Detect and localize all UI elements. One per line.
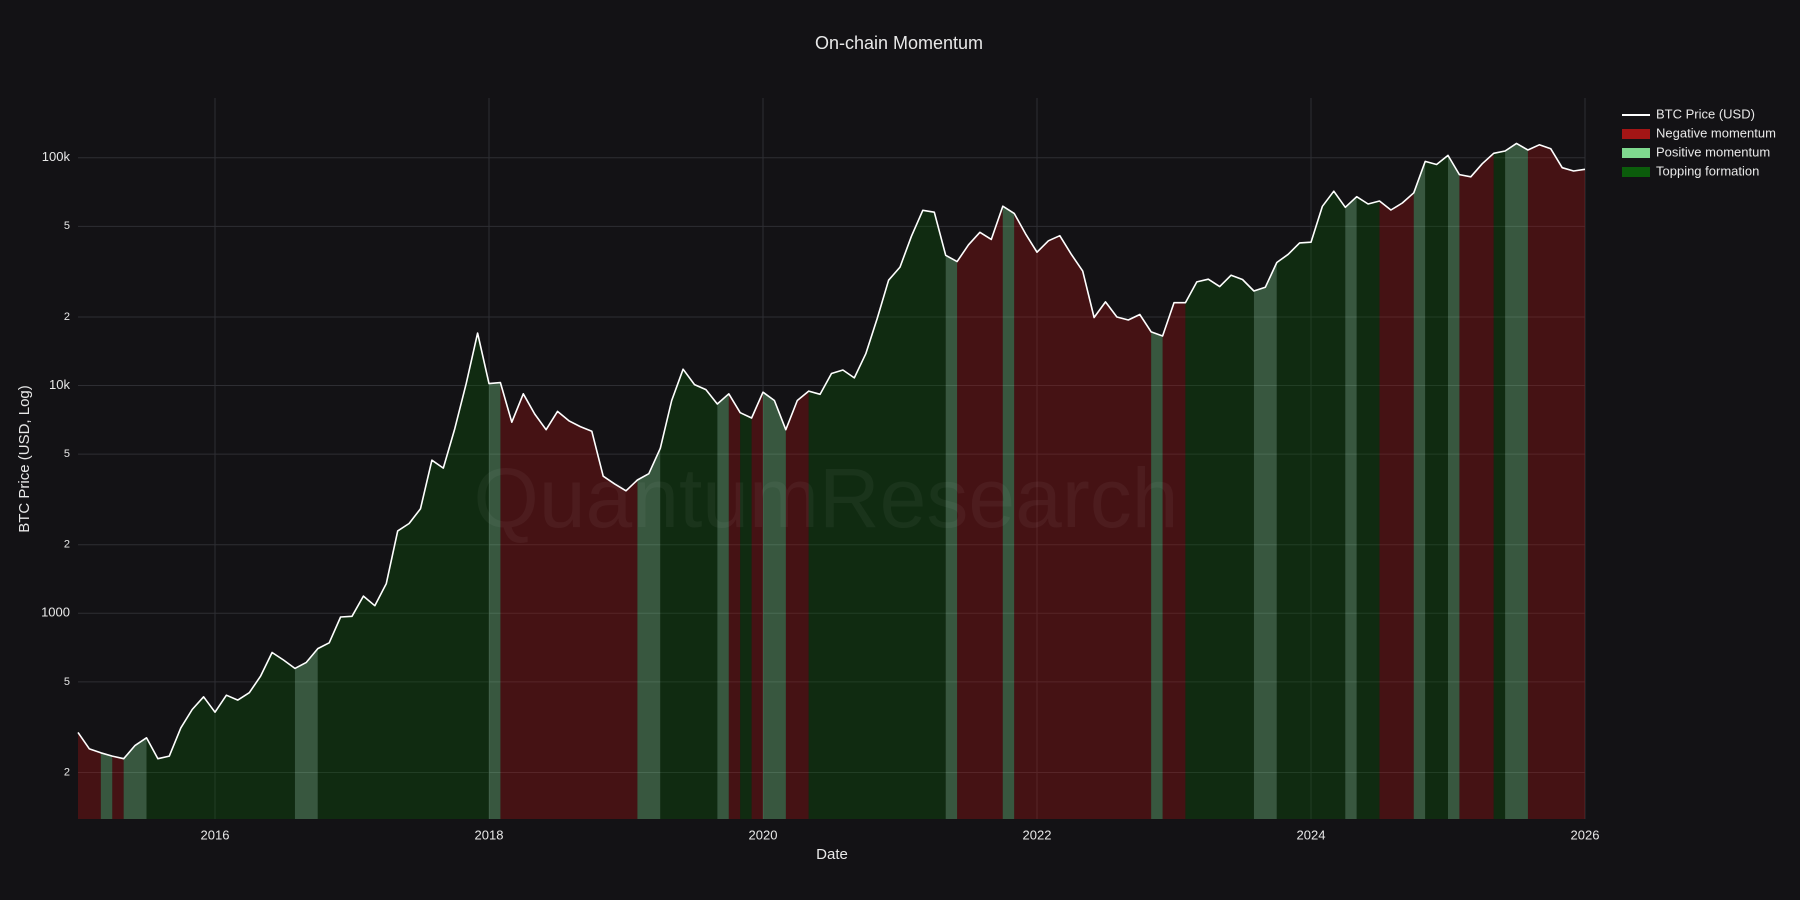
regime-band xyxy=(1527,143,1585,819)
regime-band xyxy=(1345,143,1357,819)
regime-band xyxy=(1459,143,1494,819)
y-tick-label: 2 xyxy=(64,766,70,778)
regime-band xyxy=(1413,143,1426,819)
y-tick-label: 2 xyxy=(64,311,70,323)
regime-band xyxy=(112,143,124,819)
regime-band xyxy=(1425,143,1448,819)
chart-title: On-chain Momentum xyxy=(815,33,983,53)
legend-label: Negative momentum xyxy=(1656,125,1776,140)
legend-swatch xyxy=(1622,148,1650,158)
regime-band xyxy=(1356,143,1380,819)
x-tick-label: 2026 xyxy=(1571,827,1600,842)
y-tick-label: 1000 xyxy=(41,605,70,620)
price-line xyxy=(77,142,1586,760)
regime-band xyxy=(317,143,489,819)
regime-band xyxy=(957,143,1003,819)
regime-band xyxy=(1448,143,1460,819)
regime-band xyxy=(1379,143,1414,819)
regime-band xyxy=(123,143,147,819)
regime-band xyxy=(1185,143,1254,819)
y-tick-label: 100k xyxy=(42,149,71,164)
regime-band xyxy=(146,143,295,819)
y-tick-label: 5 xyxy=(64,676,70,688)
regime-band xyxy=(1151,143,1163,819)
regime-band xyxy=(100,143,113,819)
y-axis-label: BTC Price (USD, Log) xyxy=(16,385,33,533)
regime-band xyxy=(751,143,763,819)
y-tick-label: 10k xyxy=(49,377,70,392)
watermark: QuantumResearch xyxy=(473,451,1178,545)
legend-label: BTC Price (USD) xyxy=(1656,106,1755,121)
legend-label: Positive momentum xyxy=(1656,144,1770,159)
regime-band xyxy=(1253,143,1277,819)
x-tick-label: 2024 xyxy=(1297,827,1326,842)
regime-band xyxy=(78,143,101,819)
regime-band xyxy=(1493,143,1506,819)
legend-swatch xyxy=(1622,167,1650,177)
regime-band xyxy=(945,143,958,819)
regime-band xyxy=(717,143,729,819)
legend-label: Topping formation xyxy=(1656,163,1759,178)
x-tick-label: 2018 xyxy=(475,827,504,842)
regime-band xyxy=(1505,143,1528,819)
legend-swatch xyxy=(1622,129,1650,139)
x-tick-label: 2016 xyxy=(201,827,230,842)
y-tick-label: 5 xyxy=(64,448,70,460)
regime-band xyxy=(1276,143,1346,819)
y-tick-label: 2 xyxy=(64,539,70,551)
x-tick-label: 2020 xyxy=(749,827,778,842)
regime-band xyxy=(294,143,318,819)
x-tick-label: 2022 xyxy=(1023,827,1052,842)
y-tick-label: 5 xyxy=(64,220,70,232)
regime-band xyxy=(489,143,501,819)
regime-band xyxy=(740,143,752,819)
x-axis-label: Date xyxy=(816,846,848,863)
regime-band xyxy=(728,143,741,819)
regime-band xyxy=(1002,143,1015,819)
